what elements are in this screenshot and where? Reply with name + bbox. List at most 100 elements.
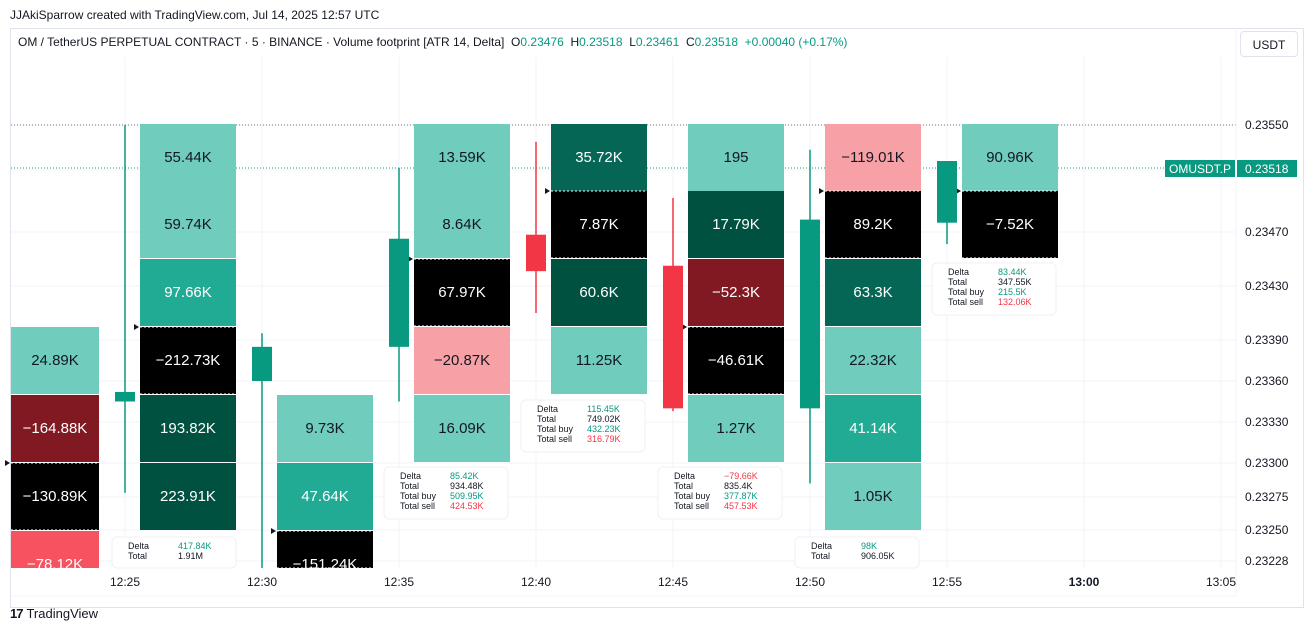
footprint-cell-value: −130.89K bbox=[23, 488, 88, 505]
symbol-tag-label: OMUSDT.P bbox=[1169, 162, 1231, 176]
candle-body bbox=[389, 238, 409, 347]
summary-label: Total bbox=[128, 551, 147, 561]
x-tick-label: 13:05 bbox=[1206, 575, 1236, 589]
summary-label: Total buy bbox=[948, 287, 985, 297]
x-tick-label: 12:40 bbox=[521, 575, 551, 589]
footprint-cell bbox=[551, 259, 647, 326]
footprint-cell-value: 59.74K bbox=[164, 216, 212, 233]
poc-marker-icon bbox=[271, 528, 276, 534]
footprint-cell bbox=[825, 124, 921, 191]
footprint-cell-value: 8.64K bbox=[442, 216, 481, 233]
poc-marker-icon bbox=[819, 188, 824, 194]
y-tick-label: 0.23430 bbox=[1245, 279, 1289, 293]
footprint-cell-value: 97.66K bbox=[164, 284, 212, 301]
candle-body bbox=[252, 346, 272, 381]
currency-button[interactable]: USDT bbox=[1240, 31, 1298, 57]
footprint-cell-value: 60.6K bbox=[579, 284, 618, 301]
footprint-cell-value: 17.79K bbox=[712, 216, 760, 233]
ohlc-low-label: L bbox=[629, 35, 636, 49]
last-price-label: 0.23518 bbox=[1245, 162, 1289, 176]
bar-summary-box bbox=[794, 536, 920, 569]
chart-legend: OM / TetherUS PERPETUAL CONTRACT · 5 · B… bbox=[18, 35, 847, 49]
ohlc-low: 0.23461 bbox=[635, 35, 680, 49]
candle-body bbox=[937, 161, 957, 223]
tradingview-logo-icon: 17 bbox=[10, 606, 24, 621]
summary-value: 424.53K bbox=[450, 501, 484, 511]
summary-label: Delta bbox=[537, 404, 558, 414]
footprint-cell-value: 195 bbox=[723, 149, 748, 166]
footprint-cell-value: 9.73K bbox=[305, 420, 344, 437]
x-tick-label: 13:00 bbox=[1069, 575, 1100, 589]
footprint-cell bbox=[688, 395, 784, 462]
footprint-cell-value: 67.97K bbox=[438, 284, 486, 301]
footprint-cell-value: −7.52K bbox=[986, 216, 1034, 233]
ohlc-open-label: O bbox=[511, 35, 521, 49]
summary-label: Total buy bbox=[400, 491, 437, 501]
footprint-cell bbox=[551, 124, 647, 191]
footprint-cell-value: −46.61K bbox=[708, 352, 764, 369]
footprint-cell bbox=[277, 531, 373, 568]
summary-value: 509.95K bbox=[450, 491, 484, 501]
summary-value: 83.44K bbox=[998, 267, 1027, 277]
footprint-cell bbox=[11, 463, 99, 530]
candle-body bbox=[663, 265, 683, 409]
y-tick-label: 0.23550 bbox=[1245, 118, 1289, 132]
footprint-cell bbox=[140, 259, 236, 326]
footprint-cell bbox=[140, 327, 236, 394]
y-tick-label: 0.23250 bbox=[1245, 523, 1289, 537]
x-tick-label: 12:55 bbox=[932, 575, 962, 589]
tradingview-logo[interactable]: 17 TradingView bbox=[10, 606, 98, 621]
footprint-cell-value: 90.96K bbox=[986, 149, 1034, 166]
footprint-cell-value: 41.14K bbox=[849, 420, 897, 437]
footprint-cell-value: 24.89K bbox=[31, 352, 79, 369]
summary-value: 906.05K bbox=[861, 551, 895, 561]
y-tick-label: 0.23300 bbox=[1245, 456, 1289, 470]
summary-value: 417.84K bbox=[178, 541, 212, 551]
summary-value: 115.45K bbox=[587, 404, 620, 414]
footprint-cell-value: 193.82K bbox=[160, 420, 216, 437]
footprint-cell bbox=[414, 327, 510, 394]
summary-label: Total sell bbox=[400, 501, 435, 511]
summary-value: 749.02K bbox=[587, 414, 621, 424]
y-tick-label: 0.23360 bbox=[1245, 374, 1289, 388]
summary-value: 215.5K bbox=[998, 287, 1027, 297]
footprint-cell bbox=[140, 463, 236, 530]
summary-value: 377.87K bbox=[724, 491, 758, 501]
footprint-cell-value: −151.24K bbox=[293, 556, 358, 573]
footprint-cell bbox=[414, 191, 510, 258]
footprint-cell bbox=[414, 124, 510, 191]
bar-summary-box bbox=[383, 466, 509, 520]
footprint-cell bbox=[11, 327, 99, 394]
x-tick-label: 12:35 bbox=[384, 575, 414, 589]
poc-marker-icon bbox=[682, 324, 687, 330]
footprint-cell bbox=[140, 395, 236, 462]
footprint-cell-value: −78.12K bbox=[27, 556, 83, 573]
summary-label: Delta bbox=[811, 541, 832, 551]
summary-label: Total bbox=[948, 277, 967, 287]
summary-label: Total sell bbox=[537, 434, 572, 444]
footprint-cell-value: 1.27K bbox=[716, 420, 755, 437]
x-tick-label: 12:30 bbox=[247, 575, 277, 589]
footprint-cell-value: 47.64K bbox=[301, 488, 349, 505]
ohlc-high-label: H bbox=[570, 35, 580, 49]
ohlc-high: 0.23518 bbox=[579, 35, 623, 49]
footprint-cell-value: 89.2K bbox=[853, 216, 892, 233]
y-tick-label: 0.23330 bbox=[1245, 415, 1289, 429]
footprint-cell bbox=[688, 124, 784, 191]
summary-value: 316.79K bbox=[587, 434, 621, 444]
footprint-cell bbox=[277, 463, 373, 530]
ohlc-close: 0.23518 bbox=[694, 35, 738, 49]
footprint-cell-value: −20.87K bbox=[434, 352, 490, 369]
ohlc-open: 0.23476 bbox=[520, 35, 564, 49]
summary-value: 432.23K bbox=[587, 424, 621, 434]
footprint-cell bbox=[688, 327, 784, 394]
footprint-cell bbox=[962, 124, 1058, 191]
symbol-title[interactable]: OM / TetherUS PERPETUAL CONTRACT · 5 · B… bbox=[18, 35, 505, 49]
summary-label: Total buy bbox=[537, 424, 574, 434]
ohlc-close-label: C bbox=[685, 35, 695, 49]
footprint-cell bbox=[551, 327, 647, 394]
footprint-cell bbox=[277, 395, 373, 462]
footprint-cell bbox=[140, 191, 236, 258]
bar-summary-box bbox=[111, 536, 237, 569]
